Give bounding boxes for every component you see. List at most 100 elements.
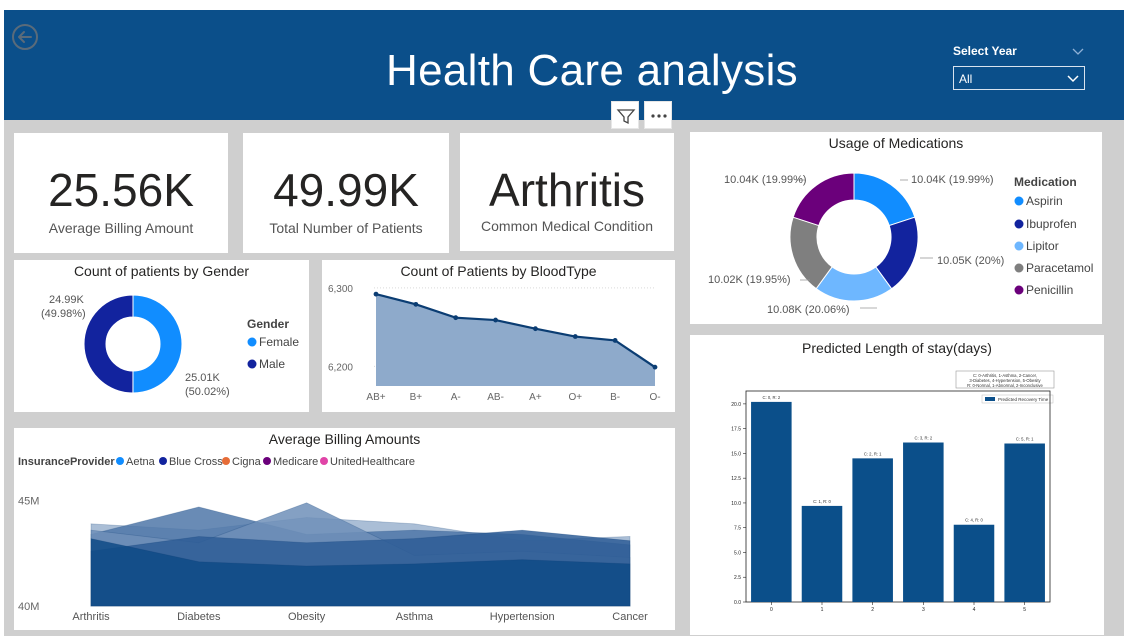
legend-marker	[985, 397, 995, 401]
y-tick-label: 2.5	[734, 575, 741, 581]
bar-4[interactable]	[953, 524, 995, 602]
legend-label: Ibuprofen	[1026, 217, 1077, 231]
y-tick-label: 0.0	[734, 600, 741, 606]
back-arrow-icon[interactable]	[10, 22, 40, 52]
bar-0[interactable]	[751, 401, 792, 602]
legend-item-female[interactable]: Female	[247, 335, 300, 349]
data-point-AB+[interactable]	[373, 291, 379, 297]
data-point-O-[interactable]	[652, 364, 658, 370]
x-tick-label: 3	[922, 607, 925, 613]
more-options-button[interactable]	[644, 101, 672, 129]
kpi-card-average-billing[interactable]: 25.56K Average Billing Amount	[14, 133, 228, 253]
bar-3[interactable]	[903, 442, 944, 602]
slice-label-male-value: 24.99K	[49, 294, 85, 306]
bar-5[interactable]	[1004, 443, 1045, 602]
legend-title: Gender	[247, 317, 289, 331]
chevron-down-icon[interactable]	[1071, 44, 1085, 58]
data-point-O+[interactable]	[572, 334, 578, 339]
y-tick-label: 6,200	[328, 362, 353, 373]
billing-chart-card[interactable]: Average Billing Amounts InsuranceProvide…	[14, 428, 675, 630]
slice-female[interactable]	[132, 294, 183, 394]
filter-button[interactable]	[611, 101, 639, 129]
bar-label: C: 1, R: 0	[813, 499, 831, 504]
legend-marker	[1014, 219, 1024, 229]
legend-item-paracetamol[interactable]: Paracetamol	[1014, 261, 1094, 275]
legend-label: Blue Cross	[169, 456, 223, 468]
legend-marker	[1014, 196, 1024, 206]
kpi-label: Common Medical Condition	[481, 218, 653, 234]
bar-label: C: 5, R: 1	[1016, 437, 1034, 442]
legend-marker	[247, 337, 257, 347]
slice-male[interactable]	[83, 294, 134, 394]
legend-label: Predicted Recovery Time	[998, 397, 1049, 402]
header-banner: Health Care analysis	[4, 10, 1124, 120]
slice-penicillin[interactable]	[792, 172, 855, 227]
chart-title: Average Billing Amounts	[268, 431, 421, 447]
kpi-card-total-patients[interactable]: 49.99K Total Number of Patients	[243, 133, 449, 253]
note-line: R: 0-Normal, 1-Abnormal, 2-Inconclusive	[967, 383, 1043, 388]
kpi-card-common-condition[interactable]: Arthritis Common Medical Condition	[460, 133, 674, 251]
data-point-B+[interactable]	[413, 301, 419, 307]
data-point-AB-[interactable]	[493, 317, 498, 323]
kpi-label: Total Number of Patients	[269, 220, 423, 236]
bar-label: C: 4, R: 0	[965, 518, 983, 523]
slice-label-lipitor: 10.08K (20.06%)	[767, 304, 850, 316]
plot-frame	[745, 390, 1051, 603]
bar-2[interactable]	[852, 458, 893, 602]
series-line	[375, 293, 656, 369]
medications-donut-chart[interactable]: 10.04K (19.99%) 10.04K (19.99%) 10.05K (…	[690, 132, 1102, 324]
legend-item-aspirin[interactable]: Aspirin	[1014, 194, 1063, 208]
bar-1[interactable]	[801, 505, 843, 602]
bloodtype-chart-card[interactable]: Count of Patients by BloodType 6,200 6,30…	[322, 260, 675, 412]
legend-item-ibuprofen[interactable]: Ibuprofen	[1014, 217, 1077, 231]
x-tick-label: B+	[410, 392, 423, 403]
y-tick-label: 10.0	[731, 501, 741, 507]
legend-title: Medication	[1014, 175, 1077, 189]
legend-item-cigna[interactable]: Cigna	[222, 456, 262, 468]
data-point-A-[interactable]	[453, 315, 459, 321]
los-bar-chart[interactable]: C: 0-Arthritis, 1-Asthma, 2-Cancer, 3-Di…	[690, 335, 1104, 635]
legend-item-aetna[interactable]: Aetna	[116, 456, 156, 468]
bloodtype-area-chart[interactable]: 6,200 6,300 AB+ B+ A- AB- A+ O+ B- O-	[322, 260, 675, 412]
year-select[interactable]: All	[953, 66, 1085, 90]
kpi-label: Average Billing Amount	[48, 220, 194, 236]
legend-marker	[247, 359, 257, 369]
legend-item-bluecross[interactable]: Blue Cross	[159, 456, 223, 468]
gender-donut-chart[interactable]: 24.99K (49.98%) 25.01K (50.02%) Gender F…	[14, 260, 309, 412]
legend-label: Female	[259, 335, 299, 349]
medications-chart-card[interactable]: Usage of Medications 10.04K (19.99%) 10.…	[690, 132, 1102, 324]
y-tick-label: 17.5	[731, 427, 741, 433]
legend-item-unitedhealthcare[interactable]: UnitedHealthcare	[320, 456, 415, 468]
chart-title: Predicted Length of stay(days)	[802, 340, 992, 356]
data-point-B-[interactable]	[612, 338, 618, 343]
legend-item-penicillin[interactable]: Penicillin	[1014, 283, 1074, 297]
x-tick-label: Obesity	[288, 611, 326, 623]
slice-label-paracetamol: 10.02K (19.95%)	[708, 274, 791, 286]
area-unitedhealthcare[interactable]	[90, 538, 631, 607]
data-point-A+[interactable]	[533, 326, 538, 332]
slice-label-female-value: 25.01K	[185, 372, 221, 384]
chart-title: Usage of Medications	[828, 135, 964, 151]
chart-title: Count of patients by Gender	[73, 263, 250, 279]
filter-icon	[616, 109, 636, 125]
kpi-value: 49.99K	[273, 164, 419, 216]
bar-label: C: 2, R: 1	[864, 451, 882, 456]
slice-label-ibuprofen: 10.05K (20%)	[937, 255, 1004, 267]
y-tick-label: 20.0	[731, 402, 741, 408]
legend-item-lipitor[interactable]: Lipitor	[1014, 239, 1059, 253]
billing-area-chart[interactable]: InsuranceProvider Aetna Blue Cross Cigna…	[14, 428, 675, 630]
legend-label: Lipitor	[1026, 239, 1059, 253]
slice-aspirin[interactable]	[853, 172, 916, 227]
legend-item-medicare[interactable]: Medicare	[263, 456, 318, 468]
x-tick-label: B-	[610, 392, 620, 403]
gender-chart-card[interactable]: Count of patients by Gender 24.99K (49.9…	[14, 260, 309, 412]
x-tick-label: Hypertension	[490, 611, 555, 623]
x-tick-label: 5	[1023, 607, 1026, 613]
los-chart-card[interactable]: Predicted Length of stay(days) C: 0-Arth…	[690, 335, 1104, 635]
legend-box	[981, 394, 1054, 404]
x-tick-label: Arthritis	[72, 611, 110, 623]
x-tick-label: O-	[649, 392, 660, 403]
note-line: C: 0-Arthritis, 1-Asthma, 2-Cancer,	[973, 373, 1037, 378]
y-tick-label: 5.0	[734, 550, 741, 556]
legend-item-male[interactable]: Male	[247, 357, 286, 371]
